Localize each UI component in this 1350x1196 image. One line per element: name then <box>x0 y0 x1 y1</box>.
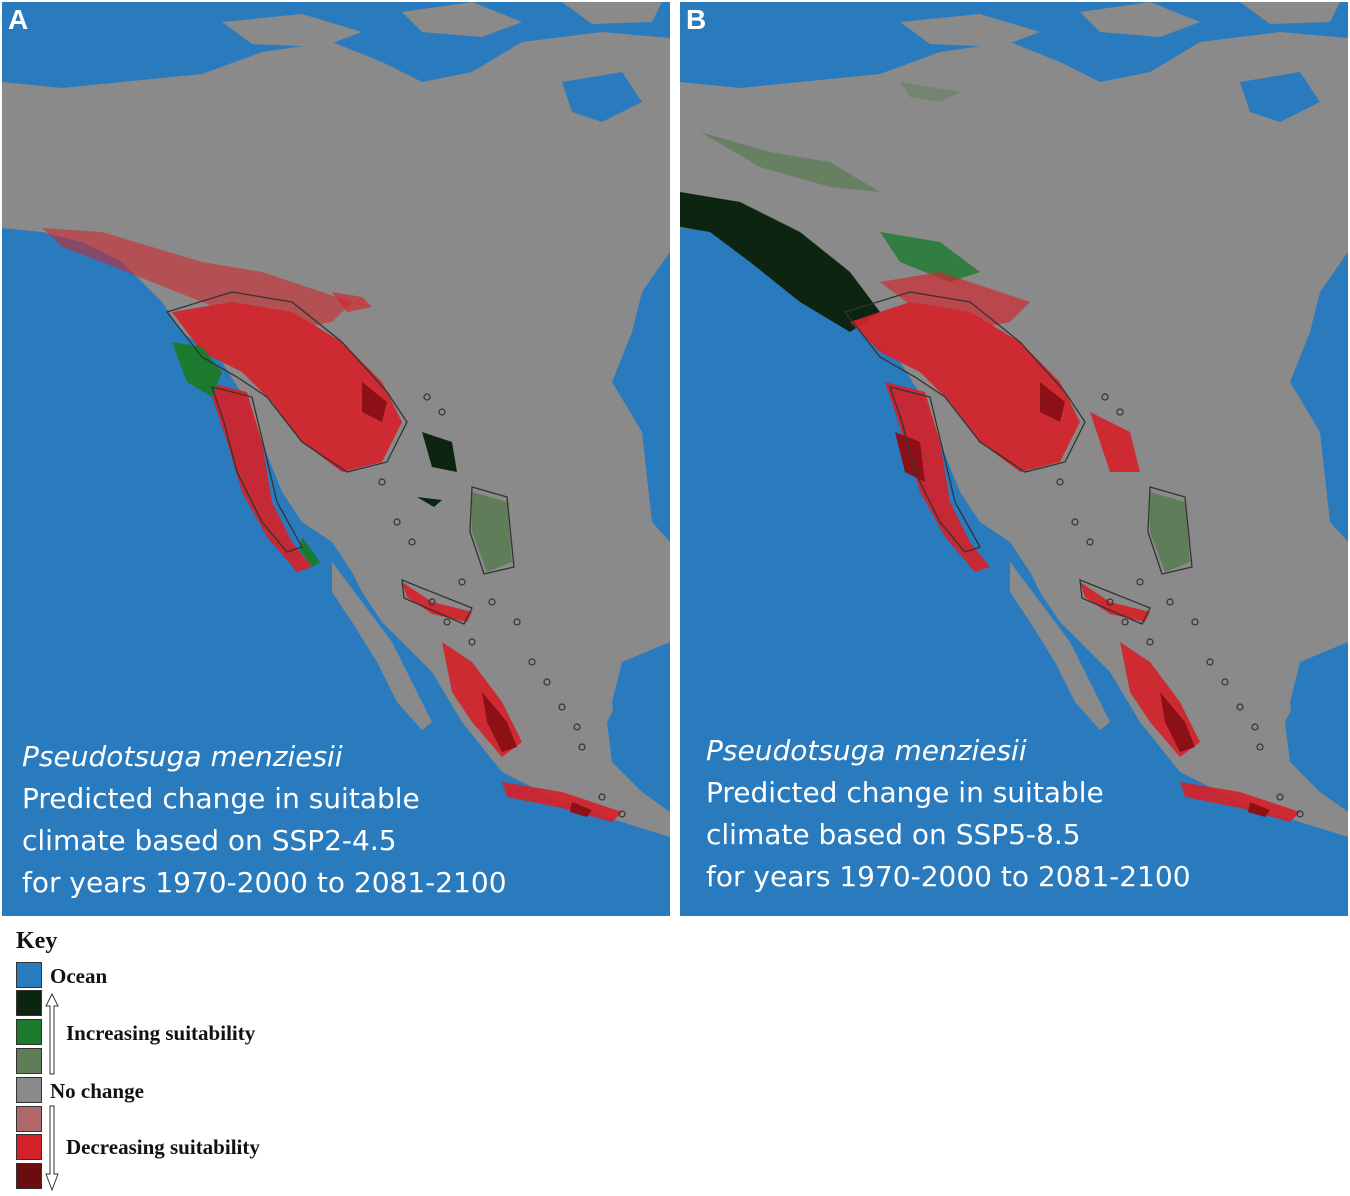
legend-title: Key <box>16 928 58 954</box>
map-a <box>2 2 670 837</box>
legend-swatch-light-red <box>16 1106 42 1132</box>
caption-line: for years 1970-2000 to 2081-2100 <box>22 866 507 899</box>
decrease-dark-areas <box>362 382 592 817</box>
caption-line: for years 1970-2000 to 2081-2100 <box>706 860 1191 893</box>
baja-peninsula <box>1010 562 1110 730</box>
increase-areas <box>680 82 1190 572</box>
panel-label-a: A <box>8 4 29 35</box>
legend-label-no-change: No change <box>50 1079 144 1103</box>
range-outline <box>843 291 1193 625</box>
legend-label-ocean: Ocean <box>50 964 108 988</box>
caption-line: Predicted change in suitable <box>706 776 1104 809</box>
legend-swatch-dark-green <box>16 990 42 1016</box>
arctic-islands <box>222 2 662 47</box>
legend-swatch-no-change <box>16 1077 42 1103</box>
gulf-of-mexico <box>612 642 670 792</box>
map-panel-b: B Pseudotsuga menziesii Predicted change… <box>680 2 1348 916</box>
baja-peninsula <box>332 562 432 730</box>
range-outline-dots <box>1056 393 1304 818</box>
map-b <box>680 2 1348 837</box>
decrease-dark-areas <box>895 382 1270 817</box>
legend-swatch-light-green <box>16 1048 42 1074</box>
species-name: Pseudotsuga menziesii <box>22 740 343 773</box>
map-legend: Key Ocean Increasing suitability No chan… <box>14 928 314 1193</box>
range-outline <box>165 291 515 625</box>
arctic-islands <box>900 2 1340 47</box>
legend-swatch-ocean <box>16 962 42 988</box>
hudson-bay <box>1240 72 1320 122</box>
legend-swatch-mid-green <box>16 1019 42 1045</box>
caption-a: Pseudotsuga menziesii Predicted change i… <box>22 736 507 904</box>
caption-b: Pseudotsuga menziesii Predicted change i… <box>706 730 1191 898</box>
caption-line: Predicted change in suitable <box>22 782 420 815</box>
legend-label-increasing: Increasing suitability <box>66 1021 256 1045</box>
legend-arrows <box>45 992 59 1192</box>
caption-line: climate based on SSP5-8.5 <box>706 818 1081 851</box>
hudson-bay <box>562 72 642 122</box>
map-panel-a: A Pseudotsuga menziesii Predicted change… <box>2 2 670 916</box>
species-name: Pseudotsuga menziesii <box>706 734 1027 767</box>
caption-line: climate based on SSP2-4.5 <box>22 824 397 857</box>
increase-areas <box>172 342 512 572</box>
range-outline-dots <box>378 393 626 818</box>
panel-label-b: B <box>686 4 707 35</box>
legend-label-decreasing: Decreasing suitability <box>66 1135 260 1159</box>
legend-swatch-dark-red <box>16 1163 42 1189</box>
gulf-of-mexico <box>1290 642 1348 792</box>
up-arrow-icon <box>45 992 59 1075</box>
down-arrow-icon <box>45 1105 59 1192</box>
legend-swatch-mid-red <box>16 1134 42 1160</box>
